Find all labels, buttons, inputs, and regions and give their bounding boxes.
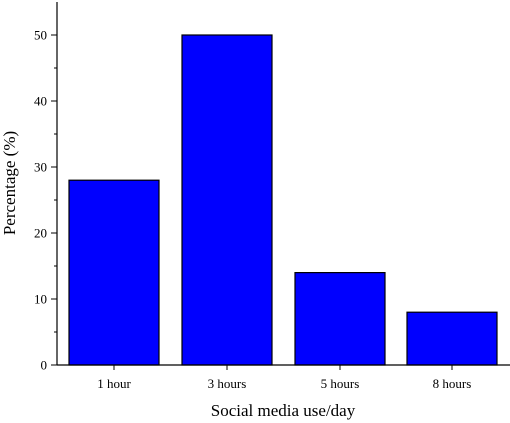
y-tick-label: 10 xyxy=(34,292,47,307)
y-tick-label: 40 xyxy=(34,94,47,109)
x-tick-label: 1 hour xyxy=(97,376,131,391)
bar-5-hours xyxy=(294,272,386,366)
axes-group xyxy=(56,2,510,366)
x-tick-label: 8 hours xyxy=(433,376,472,391)
y-ticks-group: 0 10 20 30 40 50 xyxy=(34,28,57,373)
y-tick-label: 20 xyxy=(34,226,47,241)
x-ticks-group: 1 hour 3 hours 5 hours 8 hours xyxy=(97,365,471,391)
y-tick-label: 0 xyxy=(41,358,48,373)
bar-8-hours xyxy=(406,311,498,366)
bar-1-hour xyxy=(68,179,160,366)
bars-group xyxy=(68,34,498,366)
x-axis-title: Social media use/day xyxy=(211,401,356,420)
y-tick-label: 50 xyxy=(34,28,47,43)
x-tick-label: 3 hours xyxy=(208,376,247,391)
y-tick-label: 30 xyxy=(34,160,47,175)
bar-3-hours xyxy=(181,34,273,366)
x-tick-label: 5 hours xyxy=(321,376,360,391)
y-axis-title: Percentage (%) xyxy=(0,131,19,235)
